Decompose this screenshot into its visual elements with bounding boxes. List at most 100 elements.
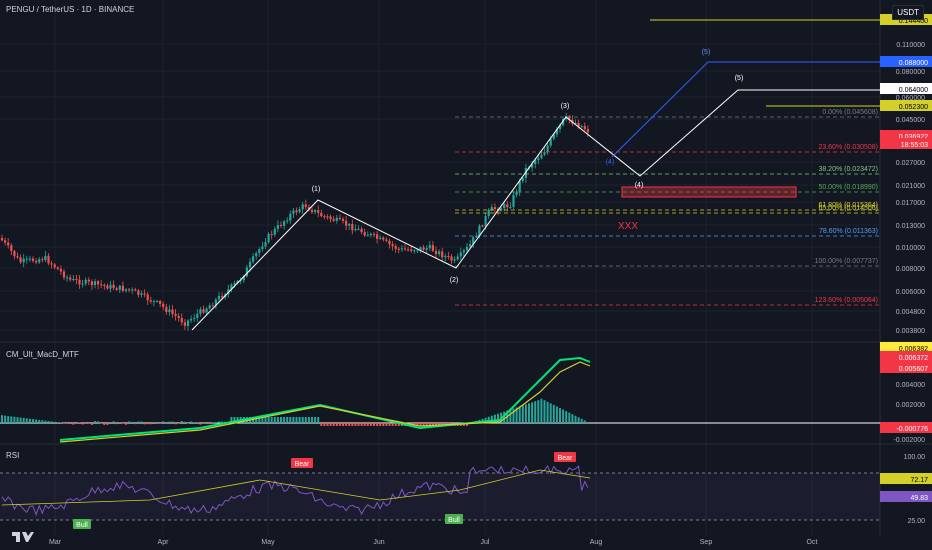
macd-bar (559, 408, 561, 423)
macd-bar (518, 406, 521, 423)
bull-label: Bull (448, 517, 460, 524)
candle (524, 167, 527, 178)
macd-bar (531, 402, 534, 423)
candle (78, 279, 81, 285)
candle (205, 308, 208, 313)
candle (230, 284, 233, 290)
candle (134, 289, 137, 291)
macd-bar (146, 423, 149, 425)
candle (7, 242, 10, 246)
macd-bar (537, 400, 540, 423)
candle (326, 216, 329, 218)
candle (242, 276, 245, 281)
candle (586, 129, 589, 133)
macd-bar (580, 418, 583, 423)
macd-bar (183, 421, 186, 423)
y-tick-label: 0.004800 (896, 309, 925, 316)
macd-bar (190, 421, 193, 423)
macd-bar (159, 423, 162, 424)
candle (394, 246, 397, 249)
candle (183, 322, 186, 326)
macd-label-bg (880, 342, 932, 353)
candle (540, 154, 543, 159)
candle (345, 220, 348, 226)
candle (317, 210, 320, 213)
macd-bar (369, 423, 372, 426)
candle (465, 246, 469, 251)
macd-bar (131, 421, 134, 423)
fib-label: 123.60% (0.005064) (815, 297, 878, 304)
candle (245, 267, 248, 277)
candle (422, 247, 425, 250)
candle (450, 256, 453, 261)
candle (103, 284, 106, 286)
macd-bar (230, 417, 233, 423)
candle (515, 191, 518, 195)
x-tick-label: May (261, 539, 275, 546)
candle (503, 204, 506, 209)
candle (193, 317, 196, 319)
candle (84, 279, 87, 284)
price-label-bg (880, 130, 932, 141)
candle (447, 256, 450, 258)
x-tick-label: Aug (590, 539, 603, 546)
rsi-ma (1, 469, 591, 506)
macd-bar (490, 415, 493, 423)
macd-bar (35, 419, 38, 423)
candle (143, 293, 146, 295)
macd-bar (97, 421, 100, 423)
macd-bar (177, 423, 180, 424)
macd-bar (360, 423, 363, 426)
candle (28, 258, 31, 260)
candle (81, 283, 84, 285)
price-label: 0.036922 (899, 134, 928, 141)
candle (239, 280, 242, 282)
fib-label: 100.00% (0.007737) (815, 258, 878, 265)
rsi-label-bg (880, 491, 932, 502)
macd-bar (59, 422, 62, 423)
candle (431, 245, 434, 251)
candle (10, 245, 13, 252)
candle (490, 207, 493, 210)
candle (118, 285, 121, 290)
candle (298, 209, 301, 213)
macd-bar (332, 423, 335, 426)
candle (475, 236, 478, 238)
candle (252, 256, 255, 262)
wave-path (191, 89, 880, 331)
macd-label: 0.006372 (899, 355, 928, 362)
candle (97, 281, 100, 285)
candle (332, 219, 335, 221)
candle (62, 271, 66, 278)
macd-bar (363, 423, 366, 426)
candle (109, 284, 112, 289)
rsi-tick: 100.00 (904, 454, 926, 461)
candle (25, 258, 28, 260)
macd-bar (431, 423, 434, 426)
macd-bar (304, 417, 307, 423)
candle (208, 305, 211, 309)
macd-bar (534, 401, 537, 423)
macd-bar (571, 414, 574, 423)
candle (283, 221, 286, 226)
macd-bar (38, 419, 41, 423)
macd-bar (397, 423, 400, 426)
y-tick-label: 0.080000 (896, 69, 925, 76)
x-tick-label: Sep (700, 539, 713, 546)
candle (518, 180, 521, 192)
macd-bar (106, 423, 109, 425)
rsi-label: 49.83 (910, 495, 928, 502)
bear-badge (291, 458, 313, 468)
wave-label: (5) (735, 75, 744, 82)
candle (512, 194, 515, 207)
currency-button[interactable]: USDT (892, 5, 924, 20)
macd-bar (103, 423, 106, 425)
wave-label: (4) (635, 182, 644, 189)
candle (87, 279, 90, 282)
candle (428, 245, 431, 249)
macd-bar (373, 423, 375, 426)
candle (351, 223, 354, 231)
macd-bar (320, 423, 323, 426)
price-label: 0.064000 (899, 87, 928, 94)
